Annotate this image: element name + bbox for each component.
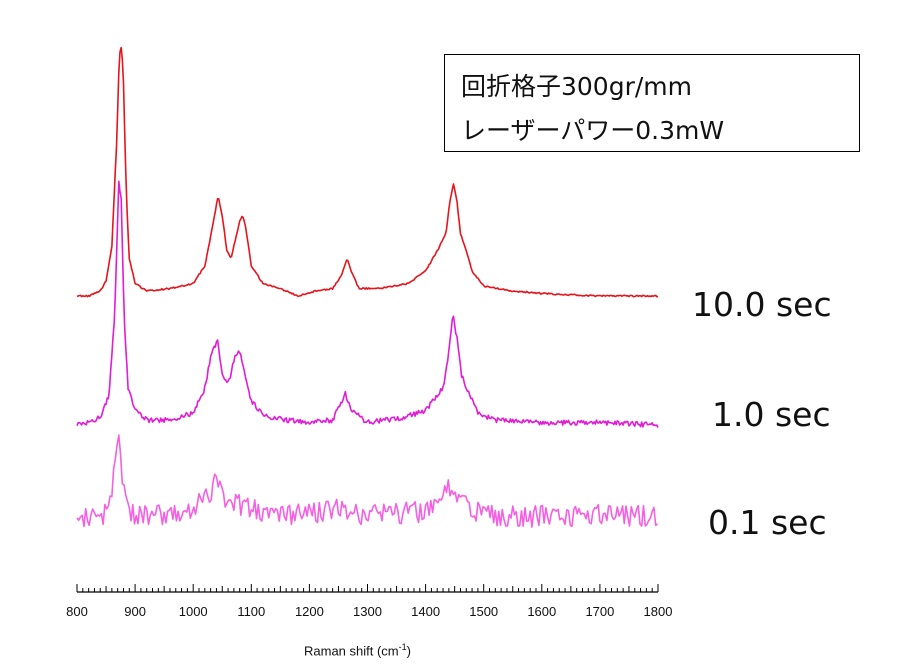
- series-label-01sec: 0.1 sec: [708, 503, 827, 542]
- x-tick-label: 900: [124, 604, 146, 619]
- x-tick-label: 1800: [644, 604, 673, 619]
- series-line-0: [76, 46, 659, 298]
- measurement-conditions-box: 回折格子300gr/mm レーザーパワー0.3mW: [444, 54, 860, 152]
- x-tick-label: 1700: [585, 604, 614, 619]
- x-axis-label: Raman shift (cm-1): [304, 642, 411, 659]
- series-line-2: [76, 434, 658, 528]
- x-tick-label: 1100: [237, 604, 265, 619]
- series-label-10sec: 10.0 sec: [692, 285, 832, 324]
- x-tick-label: 1300: [353, 604, 382, 619]
- x-tick-label: 1500: [469, 604, 498, 619]
- x-tick-label: 1600: [527, 604, 556, 619]
- x-tick-label: 1000: [179, 604, 208, 619]
- x-tick-label: 800: [66, 604, 88, 619]
- x-tick-label: 1200: [295, 604, 324, 619]
- grating-condition-text: 回折格子300gr/mm: [461, 72, 692, 101]
- series-label-1sec: 1.0 sec: [712, 395, 831, 434]
- x-tick-label: 1400: [411, 604, 440, 619]
- laser-power-condition-text: レーザーパワー0.3mW: [461, 116, 725, 145]
- series-line-1: [76, 180, 659, 428]
